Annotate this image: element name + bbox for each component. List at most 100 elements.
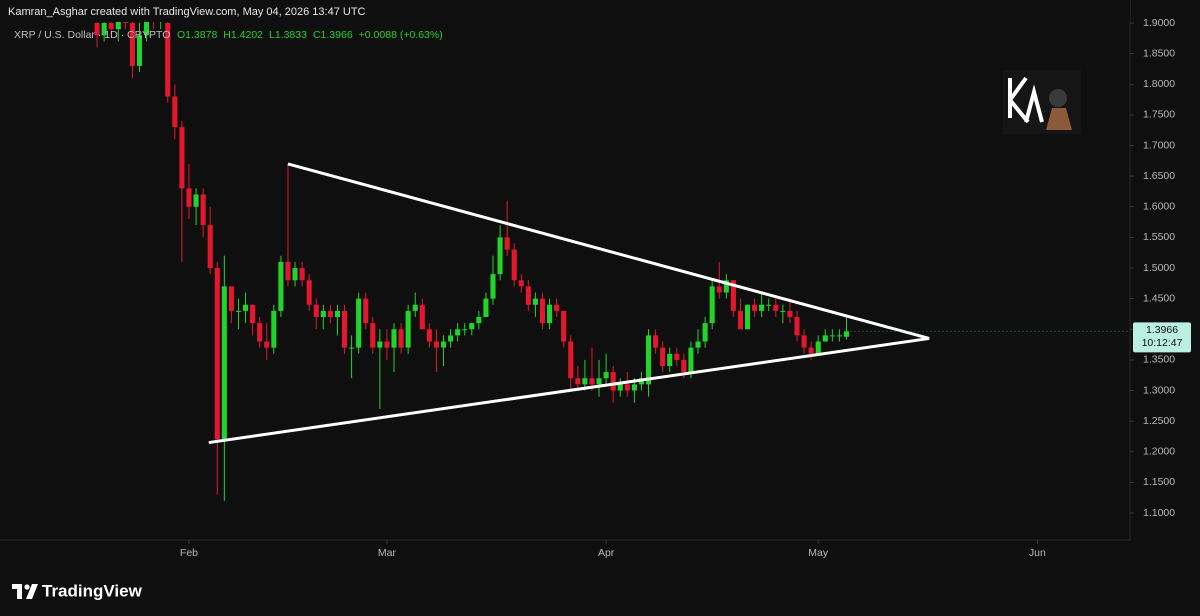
candle-body	[320, 310, 326, 318]
candle-body	[504, 237, 510, 250]
candle-body	[539, 298, 546, 324]
candle-body	[419, 304, 425, 330]
candle-body	[334, 310, 340, 318]
y-tick-label: 1.1500	[1143, 476, 1175, 488]
candle-body	[356, 298, 362, 348]
candle-body	[384, 341, 390, 348]
candle-body	[667, 353, 673, 367]
x-tick-label: Jun	[1029, 547, 1046, 559]
watermark-figure	[1046, 108, 1072, 130]
price-label: 1.3966	[1146, 324, 1178, 336]
candle-body	[645, 335, 652, 385]
candle-body	[547, 304, 553, 324]
candle-body	[165, 23, 171, 97]
candle-body	[617, 384, 623, 391]
candle-body	[483, 298, 489, 318]
y-tick-label: 1.8500	[1143, 47, 1175, 59]
y-tick-label: 1.2000	[1143, 446, 1175, 458]
x-tick-label: Feb	[180, 547, 198, 559]
candle-body	[744, 304, 751, 330]
candle-body	[370, 323, 376, 348]
candle-body	[363, 298, 369, 324]
y-tick-label: 1.5000	[1143, 262, 1175, 274]
y-tick-label: 1.2500	[1143, 415, 1175, 427]
y-tick-label: 1.5500	[1143, 231, 1175, 243]
x-tick-label: Apr	[598, 547, 615, 559]
y-tick-label: 1.1000	[1143, 507, 1175, 519]
candle-body	[207, 225, 213, 269]
brand-logo: TradingView	[12, 581, 143, 600]
candle-body	[794, 317, 800, 336]
candle-body	[716, 286, 722, 293]
candle-body	[681, 359, 687, 373]
candle-body	[214, 268, 220, 440]
price-label-box	[1133, 322, 1191, 353]
y-tick-label: 1.3500	[1143, 354, 1175, 366]
price-countdown: 10:12:47	[1142, 337, 1183, 349]
symbol: XRP / U.S. Dollar · 1D · CRYPTO	[14, 29, 170, 41]
candle-body	[349, 347, 355, 349]
y-tick-label: 1.6000	[1143, 201, 1175, 213]
candle-body	[448, 335, 454, 342]
candle-body	[829, 335, 835, 337]
candle-body	[525, 286, 531, 305]
candle-body	[433, 341, 439, 348]
candle-body	[306, 280, 312, 305]
candle-body	[843, 331, 850, 337]
y-tick-label: 1.9000	[1143, 17, 1175, 29]
header-bar	[0, 0, 1130, 22]
candle-body	[490, 274, 496, 299]
legend-value: L1.3833	[269, 29, 307, 41]
candle-body	[136, 35, 143, 66]
candle-body	[752, 304, 758, 311]
candle-body	[773, 304, 779, 311]
candle-body	[589, 378, 595, 385]
candle-body	[653, 335, 659, 348]
legend-value: +0.0088 (+0.63%)	[359, 29, 443, 41]
candle-body	[391, 329, 397, 348]
candle-body	[730, 280, 736, 311]
candle-body	[313, 304, 319, 318]
candle-body	[250, 304, 256, 324]
candle-body	[129, 23, 135, 66]
candle-body	[787, 310, 793, 318]
candle-body	[235, 310, 242, 312]
candle-body	[186, 188, 192, 207]
candle-body	[808, 347, 814, 354]
y-tick-label: 1.7000	[1143, 139, 1175, 151]
legend-value: C1.3966	[313, 29, 353, 41]
candle-body	[815, 341, 821, 354]
candle-body	[695, 341, 701, 348]
candle-body	[179, 127, 185, 189]
candle-body	[582, 378, 588, 385]
candle-body	[292, 268, 298, 281]
candle-body	[228, 286, 234, 311]
y-tick-label: 1.6500	[1143, 170, 1175, 182]
brand-icon	[24, 584, 30, 590]
candle-body	[624, 384, 630, 391]
watermark	[1003, 70, 1081, 134]
legend-value: H1.4202	[223, 29, 263, 41]
x-tick-label: Mar	[378, 547, 397, 559]
candle-body	[377, 341, 383, 348]
watermark-figure	[1049, 89, 1067, 107]
trend-line	[287, 162, 930, 340]
candle-body	[575, 378, 581, 385]
candle-body	[822, 335, 828, 342]
candle-body	[200, 194, 206, 226]
candle-body	[610, 372, 616, 391]
candle-body	[723, 280, 729, 293]
candle-body	[631, 384, 637, 391]
plot-area	[94, 0, 1130, 501]
candle-body	[221, 286, 227, 440]
candle-body	[596, 378, 602, 385]
candle-body	[278, 261, 284, 311]
candle-body	[709, 286, 715, 324]
candle-body	[554, 304, 560, 311]
candle-body	[101, 23, 107, 36]
candle-body	[688, 347, 694, 373]
ohlc-legend: O1.3878 H1.4202 L1.3833 C1.3966 +0.0088 (+0.…	[177, 29, 443, 41]
candle-body	[242, 304, 249, 311]
